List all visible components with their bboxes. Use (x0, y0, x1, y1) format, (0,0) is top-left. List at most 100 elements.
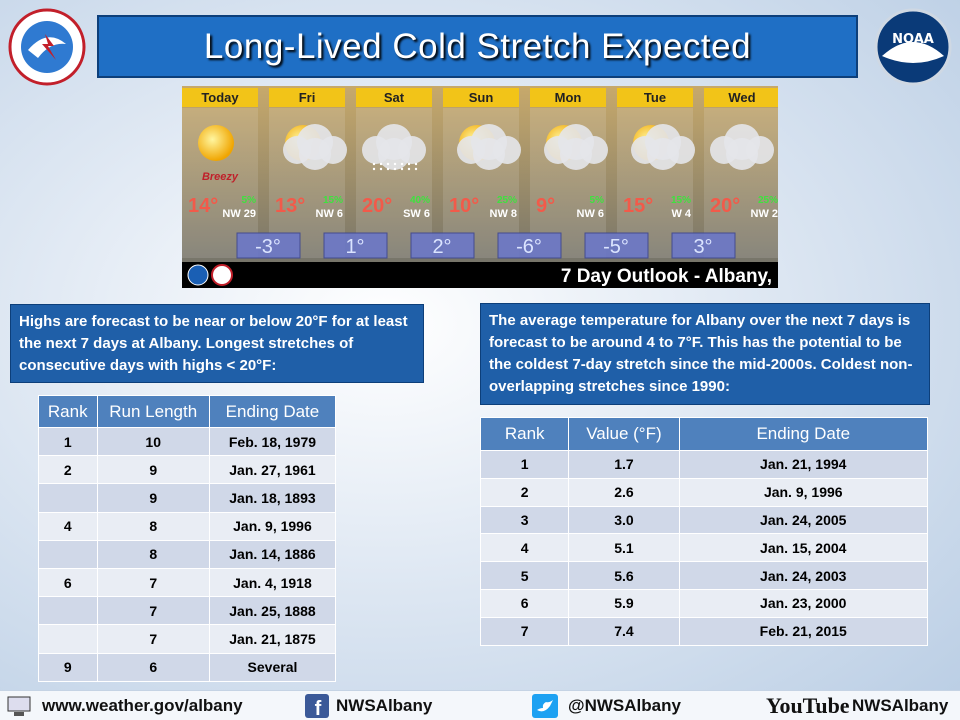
row: 5 5.6 Jan. 24, 2003 (479, 561, 928, 590)
low: 3° (693, 236, 712, 258)
day-header (269, 88, 345, 107)
header-cell: Rank (38, 395, 98, 428)
snow (386, 167, 390, 171)
high: 20° (710, 195, 740, 217)
day-header (356, 88, 432, 107)
left-text: Highs are forecast to be near or below 2… (10, 304, 424, 383)
day-name: Wed (728, 90, 755, 105)
youtube[interactable]: NWSAlbany (852, 696, 949, 715)
header-cell: Rank (479, 417, 570, 451)
low-box (323, 232, 388, 259)
cell: Jan. 14, 1886 (208, 539, 337, 569)
cell: 9 (38, 652, 98, 682)
low: 1° (345, 236, 364, 258)
low-box (497, 232, 562, 259)
cell: 5.1 (568, 533, 680, 563)
high: 20° (362, 195, 392, 217)
row: 2 9 Jan. 27, 1961 (38, 455, 337, 485)
note: Breezy (202, 171, 239, 183)
header-cell: Ending Date (678, 417, 928, 451)
low-box (236, 232, 301, 259)
day-name: Today (201, 90, 239, 105)
row: 1 1.7 Jan. 21, 1994 (479, 450, 928, 479)
row: 6 7 Jan. 4, 1918 (38, 567, 337, 598)
cloud (647, 138, 679, 170)
snow (372, 162, 376, 166)
high: 13° (275, 195, 305, 217)
day-name: Sat (384, 90, 405, 105)
computer-icon (7, 696, 31, 716)
cell: 7.4 (568, 616, 680, 646)
website[interactable]: www.weather.gov/albany (42, 696, 243, 715)
cell: Jan. 23, 2000 (678, 588, 928, 618)
day-header (182, 88, 258, 107)
cloud (560, 138, 592, 170)
cell: 2.6 (568, 477, 680, 507)
snow (379, 162, 383, 166)
row: 4 8 Jan. 9, 1996 (38, 511, 337, 541)
facebook[interactable]: NWSAlbany (336, 696, 433, 715)
pop: 25% (497, 195, 517, 206)
cell (38, 539, 98, 569)
header-cell: Value (°F) (568, 417, 680, 451)
youtube-logo: YouTube (766, 693, 850, 718)
cell: Feb. 21, 2015 (678, 616, 928, 646)
row: 7 Jan. 21, 1875 (38, 624, 337, 654)
row: 1 10 Feb. 18, 1979 (38, 426, 337, 457)
cloud (726, 138, 758, 170)
left-table: Rank Run Length Ending Date 1 10 Feb. 18, 197… (38, 395, 337, 682)
cell: 7 (96, 567, 210, 598)
right-text: The average temperature for Albany over … (480, 303, 930, 405)
snow (400, 167, 404, 171)
cell: Jan. 9, 1996 (208, 511, 337, 541)
snow (414, 167, 418, 171)
row: 2 2.6 Jan. 9, 1996 (479, 477, 928, 507)
cell: Jan. 9, 1996 (678, 477, 928, 507)
wind: NW 2 (751, 208, 779, 220)
nws-logo (8, 8, 86, 86)
right-table: Rank Value (°F) Ending Date 1 1.7 Jan. 21, 19… (479, 417, 928, 646)
wind: NW 8 (490, 208, 518, 220)
cloud (299, 138, 331, 170)
day-name: Fri (299, 90, 316, 105)
cell: 9 (96, 483, 210, 513)
cell: 7 (96, 624, 210, 654)
high: 15° (623, 195, 653, 217)
low: 2° (432, 236, 451, 258)
header-cell: Ending Date (208, 395, 337, 428)
snow (372, 167, 376, 171)
row: 9 Jan. 18, 1893 (38, 483, 337, 513)
pop: 5% (242, 195, 257, 206)
pop: 40% (410, 195, 430, 206)
facebook-icon: f (305, 694, 329, 718)
title: Long-Lived Cold Stretch Expected (97, 15, 858, 78)
cell: 1 (38, 426, 98, 457)
cell: Jan. 4, 1918 (208, 567, 337, 598)
row: 3 3.0 Jan. 24, 2005 (479, 505, 928, 535)
cell: Jan. 18, 1893 (208, 483, 337, 513)
pop: 15% (671, 195, 691, 206)
cell (38, 596, 98, 626)
wind: W 4 (671, 208, 691, 220)
cloud (473, 138, 505, 170)
cell: 5.6 (568, 561, 680, 590)
low-box (410, 232, 475, 259)
high: 9° (536, 195, 555, 217)
row: 7 Jan. 25, 1888 (38, 596, 337, 626)
snow (407, 162, 411, 166)
day-name: Tue (644, 90, 666, 105)
snow (393, 167, 397, 171)
pop: 5% (590, 195, 605, 206)
row: 7 7.4 Feb. 21, 2015 (479, 616, 928, 646)
snow (379, 167, 383, 171)
cell (38, 483, 98, 513)
svg-text:NOAA: NOAA (892, 32, 934, 47)
cell: Jan. 21, 1875 (208, 624, 337, 654)
snow (414, 162, 418, 166)
high: 14° (188, 195, 218, 217)
twitter[interactable]: @NWSAlbany (568, 696, 681, 715)
cell: 8 (96, 511, 210, 541)
outlook: 7 Day Outlook - Albany, (561, 266, 772, 287)
cell: 4 (479, 533, 570, 563)
cell: 6 (479, 588, 570, 618)
